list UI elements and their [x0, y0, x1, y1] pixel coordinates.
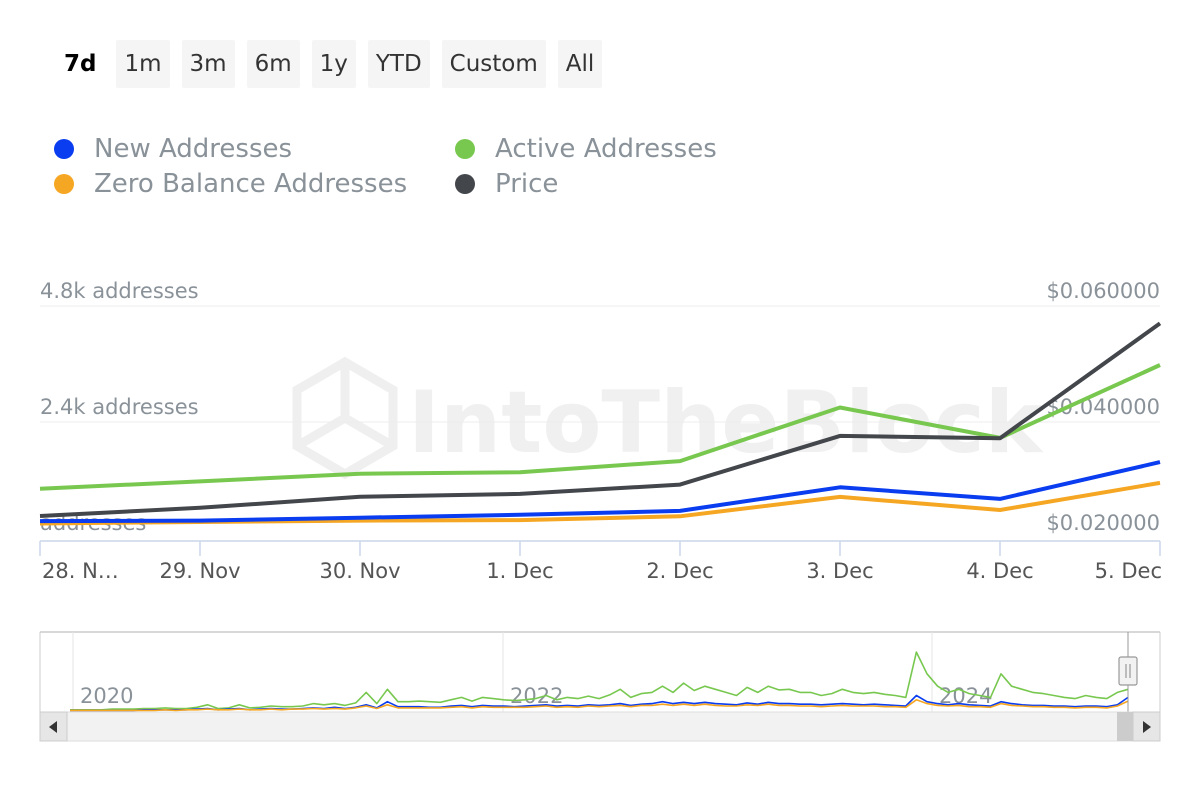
series-line-active-addresses[interactable] [39, 363, 1161, 491]
legend-item-zero-balance-addresses[interactable]: Zero Balance Addresses [50, 167, 407, 201]
legend-item-new-addresses[interactable]: New Addresses [50, 132, 292, 166]
range-button-all[interactable]: All [557, 40, 603, 88]
x-tick-label: 30. Nov [319, 559, 400, 583]
grid-lines [40, 305, 1160, 423]
x-tick-label: 2. Dec [646, 559, 713, 583]
legend-marker [54, 174, 74, 194]
navigator-series-line [70, 698, 1129, 712]
legend-label: New Addresses [94, 134, 293, 164]
range-button-1m[interactable]: 1m [116, 40, 170, 88]
watermark-text: IntoTheBlock [408, 373, 1044, 473]
navigator-year-label: 2022 [510, 684, 563, 708]
legend-marker [455, 174, 475, 194]
series-lines [39, 321, 1162, 526]
arrow-right-icon [1143, 721, 1151, 733]
range-selector: 7d 1m 3m 6m 1y YTD Custom All [56, 40, 603, 88]
series-line-price[interactable] [39, 321, 1162, 518]
range-button-3m[interactable]: 3m [181, 40, 235, 88]
y-left-tick-label: 4.8k addresses [40, 279, 199, 303]
navigator-series-line [70, 651, 1129, 711]
legend-label: Active Addresses [495, 134, 717, 164]
navigator-year-label: 2020 [80, 684, 133, 708]
legend-item-price[interactable]: Price [451, 167, 558, 201]
y-right-tick-label: $0.060000 [1046, 279, 1160, 303]
legend-marker [455, 139, 475, 159]
legend-item-active-addresses[interactable]: Active Addresses [451, 132, 717, 166]
x-tick-label: 28. N… [42, 559, 119, 583]
arrow-left-icon [49, 721, 57, 733]
range-button-6m[interactable]: 6m [246, 40, 300, 88]
x-tick-label: 29. Nov [159, 559, 240, 583]
legend-marker [54, 139, 74, 159]
navigator: 2020 2022 2024 [39, 631, 1161, 742]
x-tick-label: 5. Dec [1095, 559, 1162, 583]
navigator-handle[interactable] [1118, 656, 1138, 686]
y-left-tick-label: 2.4k addresses [40, 395, 199, 419]
scrollbar-thumb[interactable] [1117, 712, 1133, 741]
x-tick-label: 1. Dec [486, 559, 553, 583]
series-line-new-addresses[interactable] [39, 460, 1161, 524]
legend-label: Price [495, 169, 559, 199]
scroll-left-button[interactable] [39, 711, 68, 742]
range-button-ytd[interactable]: YTD [367, 40, 430, 88]
legend-label: Zero Balance Addresses [94, 169, 408, 199]
watermark: IntoTheBlock [292, 356, 1044, 480]
range-button-7d[interactable]: 7d [56, 40, 104, 88]
watermark-logo-icon [292, 356, 398, 480]
x-tick-label: 4. Dec [966, 559, 1033, 583]
x-tick-label: 3. Dec [806, 559, 873, 583]
navigator-scrollbar[interactable] [39, 711, 1161, 742]
range-button-1y[interactable]: 1y [311, 40, 356, 88]
range-button-custom[interactable]: Custom [441, 40, 546, 88]
y-right-tick-label: $0.020000 [1046, 511, 1160, 535]
scroll-right-button[interactable] [1132, 711, 1161, 742]
